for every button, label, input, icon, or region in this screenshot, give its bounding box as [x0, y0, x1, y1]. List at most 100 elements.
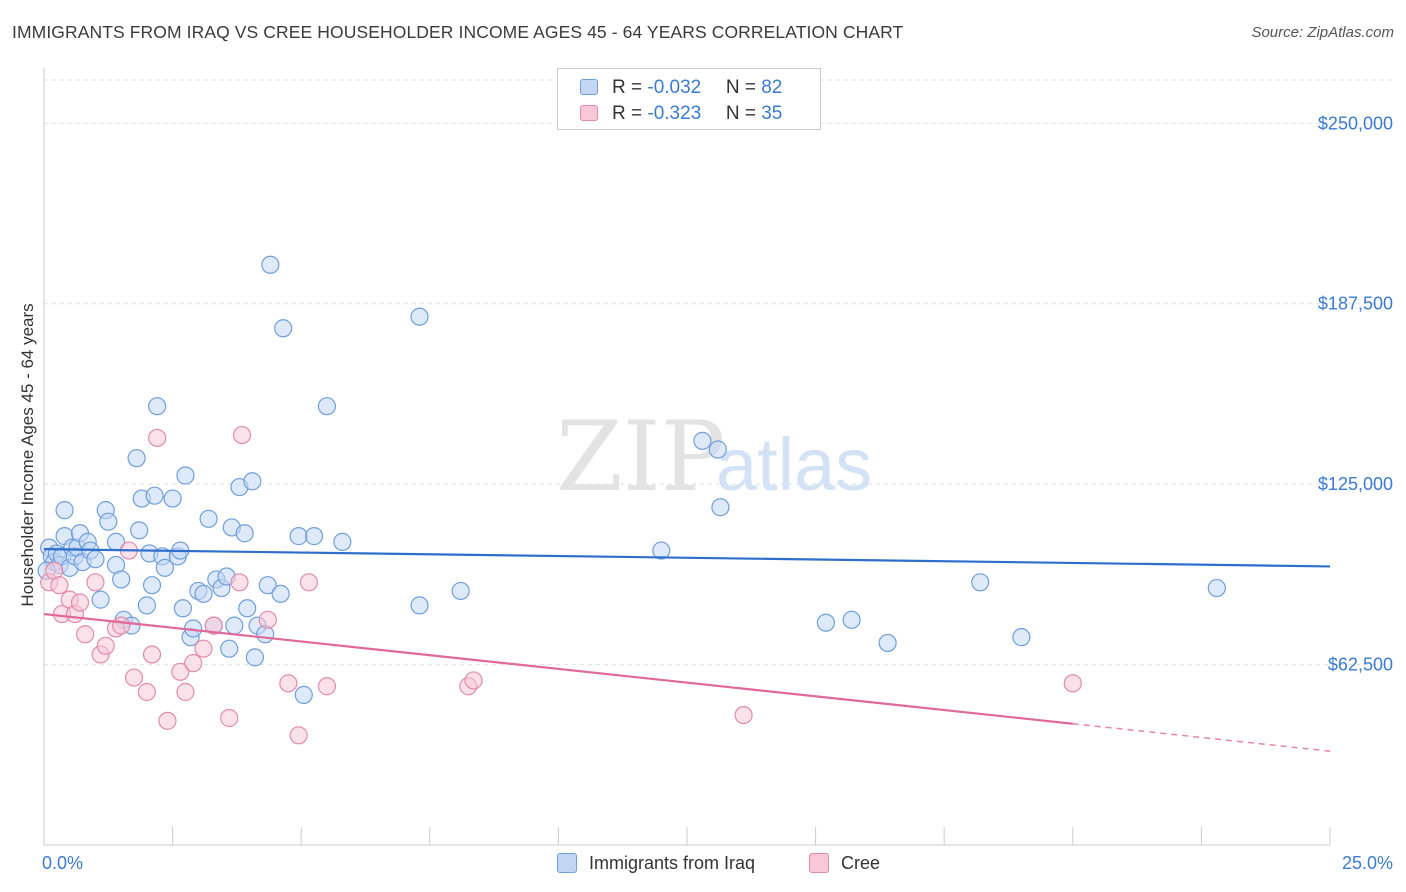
- point-cree: [158, 711, 177, 730]
- point-cree: [230, 573, 249, 592]
- point-cree: [1063, 674, 1082, 693]
- point-cree: [464, 671, 483, 690]
- point-iraq: [294, 685, 313, 704]
- stats-legend: R = -0.032 N = 82 R = -0.323 N = 35: [557, 68, 821, 130]
- point-iraq: [317, 397, 337, 416]
- point-iraq: [238, 599, 257, 618]
- point-iraq: [137, 596, 156, 615]
- n-label: N =: [725, 103, 762, 124]
- trend-lines: [43, 548, 1331, 752]
- point-iraq: [1012, 628, 1031, 647]
- n-label: N =: [725, 77, 762, 98]
- point-iraq: [410, 307, 429, 326]
- point-iraq: [91, 590, 110, 609]
- point-iraq: [220, 639, 239, 658]
- point-iraq: [410, 596, 429, 615]
- point-cree: [220, 708, 239, 728]
- legend-swatch-iraq: [557, 853, 577, 873]
- trend-line-cree-extension: [1072, 723, 1331, 752]
- point-cree: [86, 573, 105, 592]
- trend-line-cree: [43, 612, 1073, 725]
- x-tick-label: 25.0%: [1342, 853, 1393, 873]
- point-iraq: [693, 431, 712, 450]
- point-iraq: [194, 584, 213, 603]
- point-iraq: [451, 581, 470, 601]
- legend-label-cree: Cree: [841, 853, 881, 873]
- point-cree: [50, 576, 69, 595]
- point-iraq: [176, 466, 195, 485]
- point-iraq: [235, 524, 254, 543]
- point-iraq: [1207, 578, 1226, 598]
- point-iraq: [225, 616, 244, 635]
- point-iraq: [173, 599, 192, 618]
- point-iraq: [289, 527, 308, 546]
- watermark-atlas: atlas: [716, 423, 872, 506]
- point-cree: [258, 610, 277, 629]
- watermark-zip: ZIP: [556, 401, 725, 513]
- r-label: R =: [612, 77, 648, 98]
- point-iraq: [304, 527, 324, 546]
- point-iraq: [261, 255, 280, 274]
- n-value-cree: 35: [761, 103, 783, 124]
- point-cree: [317, 677, 337, 696]
- iraq-swatch: [580, 79, 598, 95]
- point-cree: [76, 625, 95, 644]
- source-label: Source: ZipAtlas.com: [1251, 24, 1394, 41]
- point-cree: [204, 616, 223, 635]
- point-cree: [734, 705, 753, 725]
- y-tick-label: $187,500: [1318, 294, 1393, 314]
- legend-swatch-cree: [809, 853, 829, 873]
- point-cree: [148, 428, 167, 448]
- point-cree: [194, 639, 213, 658]
- legend-label-iraq: Immigrants from Iraq: [589, 853, 756, 873]
- point-iraq: [271, 584, 290, 603]
- point-iraq: [127, 449, 146, 468]
- point-iraq: [258, 576, 277, 595]
- point-cree: [232, 425, 252, 445]
- point-iraq: [842, 610, 861, 629]
- point-iraq: [274, 319, 293, 338]
- point-cree: [184, 654, 203, 673]
- point-iraq: [652, 541, 671, 560]
- data-points: [37, 255, 1226, 745]
- y-tick-label: $250,000: [1318, 113, 1393, 133]
- point-cree: [112, 616, 131, 635]
- point-iraq: [155, 558, 174, 577]
- point-iraq: [86, 550, 105, 569]
- point-iraq: [130, 521, 149, 540]
- y-tick-label: $62,500: [1328, 655, 1393, 675]
- watermark: ZIP atlas: [556, 401, 872, 513]
- point-iraq: [333, 532, 352, 551]
- point-cree: [279, 674, 298, 693]
- point-cree: [299, 573, 319, 592]
- point-cree: [137, 682, 156, 702]
- point-cree: [96, 636, 115, 655]
- x-tick-label: 0.0%: [42, 853, 83, 873]
- r-label: R =: [612, 103, 648, 124]
- point-cree: [70, 593, 90, 612]
- cree-swatch: [580, 105, 598, 121]
- point-cree: [289, 726, 308, 745]
- point-cree: [142, 645, 162, 664]
- chart-title: IMMIGRANTS FROM IRAQ VS CREE HOUSEHOLDER…: [12, 22, 904, 42]
- point-iraq: [55, 501, 74, 520]
- r-value-cree: -0.323: [647, 103, 702, 124]
- r-value-iraq: -0.032: [647, 77, 702, 98]
- point-iraq: [163, 489, 182, 508]
- point-iraq: [148, 397, 167, 416]
- point-iraq: [99, 512, 118, 531]
- point-iraq: [142, 576, 162, 595]
- point-iraq: [243, 472, 262, 491]
- point-iraq: [112, 570, 131, 589]
- point-iraq: [199, 509, 218, 528]
- point-cree: [176, 682, 195, 702]
- point-iraq: [708, 440, 727, 459]
- point-iraq: [971, 573, 990, 592]
- point-cree: [124, 668, 144, 687]
- point-iraq: [711, 498, 730, 517]
- tick-labels: $62,500 $125,000 $187,500 $250,000 0.0% 25.0%: [42, 113, 1393, 873]
- n-value-iraq: 82: [761, 77, 783, 98]
- axes: [43, 68, 1331, 846]
- trend-line-iraq: [43, 548, 1331, 568]
